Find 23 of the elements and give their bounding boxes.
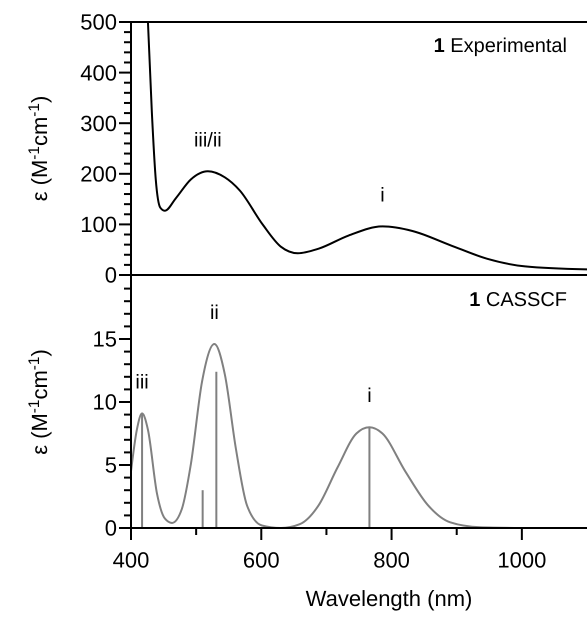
text: 1 CASSCF bbox=[469, 289, 567, 311]
x-axis-title: Wavelength (nm) bbox=[306, 586, 472, 611]
y-tick-label: 5 bbox=[104, 452, 117, 478]
y-tick-label: 400 bbox=[80, 60, 117, 86]
y-tick-label: 10 bbox=[92, 390, 117, 415]
annotation: iii/ii bbox=[194, 129, 222, 152]
annotation: iii bbox=[135, 371, 149, 394]
text: 1 Experimental bbox=[434, 35, 567, 57]
y-tick-label: 0 bbox=[104, 262, 117, 288]
annotation: ii bbox=[210, 302, 219, 324]
y-tick-label: 0 bbox=[104, 516, 117, 541]
x-tick-label: 800 bbox=[373, 548, 410, 573]
x-tick-label: 1000 bbox=[497, 548, 546, 573]
y-tick-label: 300 bbox=[80, 110, 117, 136]
y-tick-label: 100 bbox=[80, 212, 117, 238]
annotation: i bbox=[367, 385, 372, 408]
x-tick-label: 600 bbox=[242, 548, 280, 573]
y-tick-label: 200 bbox=[80, 162, 117, 186]
y-tick-label: 15 bbox=[92, 326, 117, 352]
bar bbox=[202, 490, 204, 528]
bar bbox=[215, 372, 218, 528]
annotation: i bbox=[380, 184, 385, 206]
y-tick-label: 500 bbox=[80, 10, 117, 35]
